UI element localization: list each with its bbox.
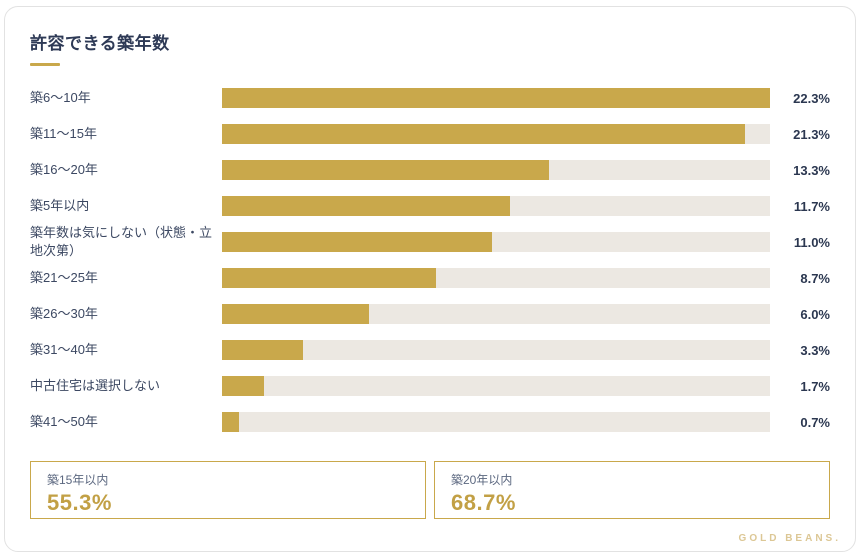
value-label: 11.0% <box>793 234 830 250</box>
bar-fill <box>222 412 240 433</box>
chart-row: 中古住宅は選択しない 1.7% <box>30 368 830 404</box>
category-label: 築21〜25年 <box>30 270 98 286</box>
chart-row: 築26〜30年 6.0% <box>30 296 830 332</box>
bar-track <box>222 268 770 289</box>
page-title: 許容できる築年数 <box>30 34 170 53</box>
value-label: 1.7% <box>800 378 830 394</box>
summary-value: 68.7% <box>451 490 516 516</box>
bar-fill <box>222 376 264 397</box>
bar-track <box>222 412 770 433</box>
category-label: 築11〜15年 <box>30 125 97 141</box>
value-label: 13.3% <box>793 162 830 178</box>
bar-track <box>222 196 770 216</box>
chart-row: 築21〜25年 8.7% <box>30 260 830 296</box>
bar-fill <box>222 304 370 325</box>
summary-value: 55.3% <box>47 490 112 516</box>
category-label: 築6〜10年 <box>30 89 91 105</box>
bar-fill <box>222 232 493 253</box>
category-label: 築16〜20年 <box>30 161 98 177</box>
value-label: 8.7% <box>800 270 830 286</box>
summary-label: 築15年以内 <box>47 473 109 488</box>
value-label: 3.3% <box>800 342 830 358</box>
category-label: 築年数は気にしない（状態・立地次第） <box>30 225 213 259</box>
value-label: 6.0% <box>800 306 830 322</box>
bar-fill <box>222 340 304 361</box>
category-label: 築41〜50年 <box>30 414 98 430</box>
chart-row: 築6〜10年 22.3% <box>30 80 830 116</box>
value-label: 11.7% <box>793 198 830 214</box>
bar-fill <box>222 160 549 180</box>
chart-row: 築年数は気にしない（状態・立地次第） 11.0% <box>30 224 830 260</box>
category-label: 築26〜30年 <box>30 306 98 322</box>
bar-track <box>222 232 770 253</box>
bar-track <box>222 160 770 180</box>
bar-track <box>222 124 770 144</box>
summary-box-under15: 築15年以内 55.3% <box>30 461 426 520</box>
bar-chart: 築6〜10年 22.3% 築11〜15年 21.3% 築16〜20年 13.3%… <box>30 80 830 440</box>
category-label: 築5年以内 <box>30 197 90 213</box>
bar-fill <box>222 196 510 216</box>
bar-track <box>222 304 770 325</box>
summary-label: 築20年以内 <box>451 473 513 488</box>
value-label: 21.3% <box>793 126 830 142</box>
chart-row: 築31〜40年 3.3% <box>30 332 830 368</box>
chart-row: 築41〜50年 0.7% <box>30 404 830 440</box>
bar-track <box>222 88 770 108</box>
category-label: 中古住宅は選択しない <box>30 378 161 394</box>
bar-track <box>222 376 770 397</box>
value-label: 22.3% <box>793 90 830 106</box>
value-label: 0.7% <box>800 414 830 430</box>
summary-box-under20: 築20年以内 68.7% <box>434 461 830 520</box>
brand-logo-text: GOLD BEANS. <box>738 533 841 544</box>
chart-card: 許容できる築年数 築6〜10年 22.3% 築11〜15年 21.3% 築16〜… <box>4 6 856 552</box>
bar-fill <box>222 268 436 289</box>
bar-fill <box>222 88 770 108</box>
chart-row: 築5年以内 11.7% <box>30 188 830 224</box>
chart-row: 築16〜20年 13.3% <box>30 152 830 188</box>
category-label: 築31〜40年 <box>30 342 98 358</box>
chart-row: 築11〜15年 21.3% <box>30 116 830 152</box>
summary-row: 築15年以内 55.3% 築20年以内 68.7% <box>30 461 830 520</box>
bar-fill <box>222 124 746 144</box>
title-accent-underline <box>30 63 60 66</box>
bar-track <box>222 340 770 361</box>
